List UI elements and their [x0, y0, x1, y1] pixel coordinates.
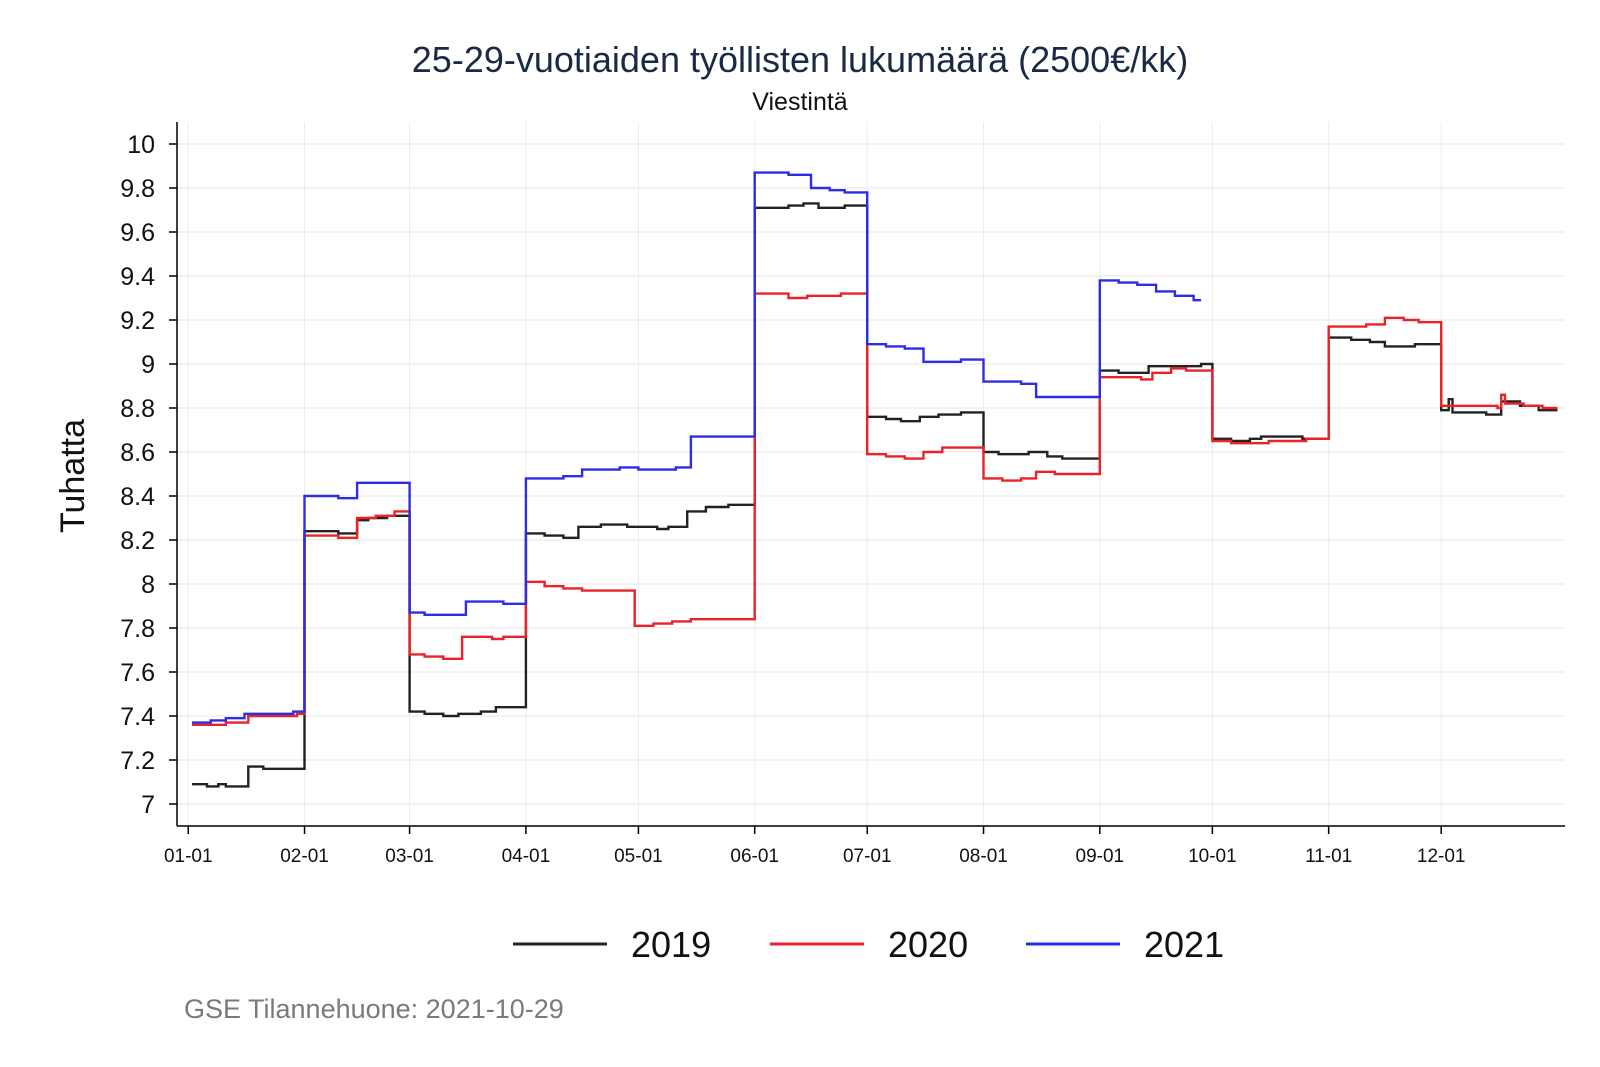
legend-label-2019: 2019 [631, 924, 711, 965]
y-tick-label: 9.4 [120, 263, 155, 291]
x-tick-labels: 01-01 02-01 03-01 04-01 05-01 06-01 07-01 08-01… [164, 846, 1466, 867]
x-tick-label: 02-01 [280, 846, 329, 867]
y-tick-label: 7.8 [120, 615, 155, 643]
y-tick-label: 7.2 [120, 747, 155, 775]
y-tick-label: 8.8 [120, 395, 155, 423]
y-tick-label: 9.6 [120, 219, 155, 247]
y-axis-label: Tuhatta [54, 419, 92, 533]
y-tick-label: 7.6 [120, 659, 155, 687]
y-tick-label: 8.4 [120, 483, 155, 511]
x-tick-label: 01-01 [164, 846, 213, 867]
y-tick-label: 8 [141, 571, 155, 599]
y-tick-label: 8.2 [120, 527, 155, 555]
y-tick-label: 9 [141, 351, 155, 379]
y-tick-label: 7 [141, 791, 155, 819]
x-tick-label: 06-01 [730, 846, 779, 867]
x-tick-label: 08-01 [959, 846, 1008, 867]
legend-label-2021: 2021 [1144, 924, 1224, 965]
legend-item-2020: 2020 [770, 924, 968, 965]
x-tick-label: 03-01 [385, 846, 434, 867]
y-tick-labels: 7 7.2 7.4 7.6 7.8 8 8.2 8.4 8.6 8.8 9 9.2 9.4 9.6 9.8 1… [120, 131, 155, 819]
y-tick-label: 7.4 [120, 703, 155, 731]
series-line-2019 [192, 202, 1558, 788]
source-caption: GSE Tilannehuone: 2021-10-29 [184, 994, 564, 1024]
y-tick-label: 8.6 [120, 439, 155, 467]
x-tick-label: 10-01 [1188, 846, 1237, 867]
gridlines [177, 122, 1565, 826]
series-line-2021 [192, 171, 1202, 724]
x-tick-label: 05-01 [614, 846, 663, 867]
y-tick-label: 9.2 [120, 307, 155, 335]
x-tick-label: 12-01 [1417, 846, 1466, 867]
chart-subtitle: Viestintä [752, 88, 848, 116]
x-tick-label: 04-01 [502, 846, 551, 867]
y-tick-label: 10 [127, 131, 155, 159]
legend: 2019 2020 2021 [513, 924, 1224, 965]
legend-item-2021: 2021 [1026, 924, 1224, 965]
chart-title: 25-29-vuotiaiden työllisten lukumäärä (2… [412, 39, 1188, 80]
legend-item-2019: 2019 [513, 924, 711, 965]
y-tick-label: 9.8 [120, 175, 155, 203]
x-tick-label: 09-01 [1076, 846, 1125, 867]
x-tick-label: 07-01 [843, 846, 892, 867]
axes [169, 122, 1565, 834]
legend-label-2020: 2020 [888, 924, 968, 965]
series-line-2020 [192, 292, 1558, 726]
series-lines [192, 171, 1558, 788]
x-tick-label: 11-01 [1305, 846, 1352, 867]
